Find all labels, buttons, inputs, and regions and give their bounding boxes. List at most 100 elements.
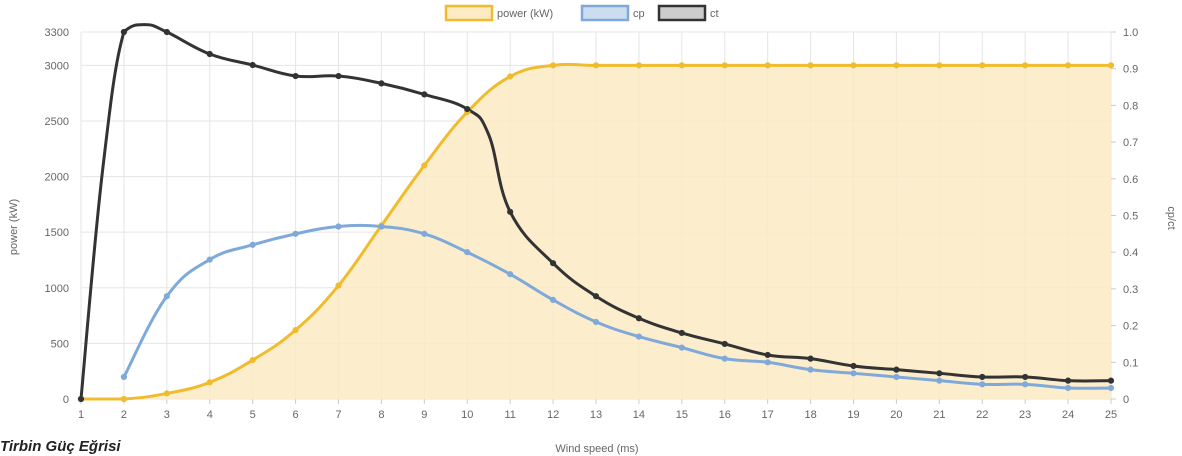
ct-series-point[interactable] [292, 72, 299, 80]
power-series-point[interactable] [163, 390, 170, 397]
cp-series-point[interactable] [592, 318, 600, 326]
cp-series-point[interactable] [850, 370, 857, 377]
cp-series-point[interactable] [1022, 381, 1029, 388]
y-right-tick-label: 0.1 [1123, 357, 1138, 369]
ct-series-point[interactable] [893, 366, 900, 373]
ct-series-point[interactable] [464, 105, 471, 113]
cp-series-point[interactable] [378, 223, 385, 230]
ct-series-point[interactable] [507, 208, 514, 215]
y-axis-left-title: power (kW) [8, 199, 20, 255]
legend-swatch [657, 4, 707, 22]
cp-series-point[interactable] [807, 366, 814, 373]
y-right-tick-label: 0.3 [1123, 284, 1138, 296]
power-series-point[interactable] [206, 379, 213, 386]
cp-series-point[interactable] [549, 296, 557, 304]
legend[interactable]: power (kW) cp ct [444, 4, 719, 22]
y-right-tick-label: 1.0 [1123, 27, 1138, 39]
cp-series-point[interactable] [507, 271, 514, 278]
power-series-point[interactable] [507, 73, 514, 80]
ct-series-point[interactable] [979, 373, 986, 381]
cp-series-point[interactable] [163, 293, 170, 300]
cp-series-point[interactable] [893, 373, 900, 381]
ct-series-point[interactable] [120, 28, 128, 36]
y-left-tick-label: 1500 [45, 227, 69, 239]
x-tick-label: 9 [421, 409, 427, 421]
x-tick-label: 5 [250, 409, 256, 421]
y-right-tick-label: 0.7 [1123, 137, 1138, 149]
cp-series-point[interactable] [979, 381, 986, 388]
power-series-point[interactable] [592, 62, 600, 69]
cp-series-point[interactable] [678, 344, 685, 351]
cp-series-point[interactable] [936, 377, 943, 384]
power-series-point[interactable] [549, 62, 557, 69]
ct-series-point[interactable] [1107, 377, 1115, 384]
ct-series-point[interactable] [378, 80, 385, 87]
chart-caption: Tirbin Güç Eğrisi [0, 438, 121, 455]
power-series-point[interactable] [249, 356, 256, 364]
power-series-point[interactable] [335, 282, 342, 289]
cp-series-point[interactable] [120, 373, 128, 381]
y-left-tick-label: 3000 [45, 60, 69, 72]
power-series-point[interactable] [850, 62, 857, 69]
x-tick-label: 11 [504, 409, 515, 421]
power-series-point[interactable] [1022, 62, 1029, 69]
power-series-point[interactable] [721, 62, 728, 69]
legend-item-cp[interactable]: cp [580, 4, 645, 22]
cp-series-point[interactable] [249, 241, 256, 248]
ct-series-point[interactable] [936, 370, 943, 377]
tick-labels: 1 2 3 4 5 6 7 8 9 10 11 12 13 14 15 16 17 18 19 20 21 22 23 24 2… [45, 27, 1139, 421]
ct-series-point[interactable] [850, 362, 857, 370]
ct-series-point[interactable] [335, 72, 342, 80]
power-series-point[interactable] [678, 62, 685, 69]
ct-series-point[interactable] [249, 61, 256, 69]
power-series-point[interactable] [635, 62, 643, 69]
cp-series-point[interactable] [292, 230, 299, 237]
ct-series-point[interactable] [592, 293, 600, 300]
ct-series-point[interactable] [163, 28, 170, 36]
power-series-point[interactable] [807, 62, 814, 69]
y-left-tick-label: 500 [51, 338, 69, 350]
cp-series-point[interactable] [335, 223, 342, 230]
ct-series-point[interactable] [77, 395, 85, 403]
x-tick-label: 1 [78, 409, 84, 421]
x-tick-label: 13 [590, 409, 602, 421]
ct-series-point[interactable] [549, 260, 557, 267]
legend-item-power[interactable]: power (kW) [444, 4, 553, 22]
ct-series-point[interactable] [721, 340, 728, 348]
ct-series-point[interactable] [635, 315, 643, 322]
legend-swatch [444, 4, 494, 22]
power-series-area [81, 64, 1111, 399]
ct-series-point[interactable] [421, 91, 428, 98]
cp-series-point[interactable] [721, 355, 728, 362]
cp-series-point[interactable] [1107, 384, 1115, 392]
cp-series-point[interactable] [764, 359, 771, 366]
power-series-point[interactable] [893, 62, 900, 69]
x-tick-label: 2 [121, 409, 127, 421]
x-tick-label: 17 [762, 409, 774, 421]
cp-series-point[interactable] [1064, 384, 1072, 392]
ct-series-point[interactable] [1064, 377, 1072, 384]
cp-series-point[interactable] [421, 230, 428, 237]
power-series-point[interactable] [1064, 62, 1072, 69]
ct-series-point[interactable] [206, 50, 213, 58]
x-tick-label: 12 [547, 409, 559, 421]
x-tick-label: 19 [847, 409, 859, 421]
ct-series-point[interactable] [1022, 373, 1029, 381]
ct-series-point[interactable] [807, 355, 814, 362]
ct-series-point[interactable] [678, 329, 685, 337]
power-series-point[interactable] [421, 162, 428, 169]
power-series-point[interactable] [936, 62, 943, 69]
power-series-point[interactable] [120, 395, 128, 403]
cp-series-point[interactable] [206, 256, 213, 263]
cp-series-point[interactable] [464, 249, 471, 256]
power-series-point[interactable] [764, 62, 771, 69]
cp-series-point[interactable] [635, 333, 643, 340]
y-right-tick-label: 0 [1123, 394, 1129, 406]
power-series-point[interactable] [292, 326, 299, 334]
ct-series-point[interactable] [764, 351, 771, 359]
x-tick-label: 20 [890, 409, 902, 421]
power-series-point[interactable] [1107, 62, 1115, 69]
power-series-point[interactable] [979, 62, 986, 69]
legend-item-ct[interactable]: ct [657, 4, 719, 22]
x-tick-label: 8 [378, 409, 384, 421]
